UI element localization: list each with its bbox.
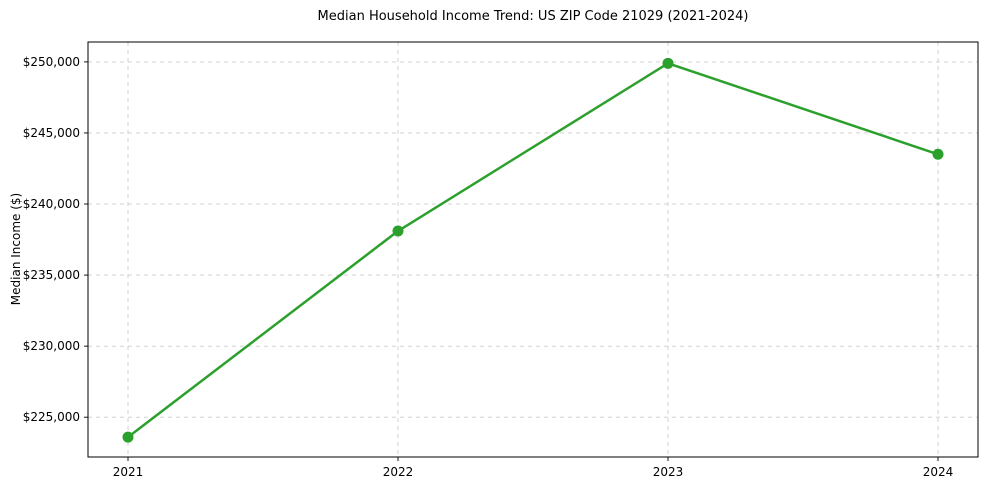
x-tick-label: 2022 <box>383 465 414 479</box>
data-point-marker <box>122 431 134 443</box>
plot-frame <box>87 41 979 458</box>
data-point-marker <box>662 57 674 69</box>
y-tick-label: $230,000 <box>23 339 80 353</box>
y-tick-label: $240,000 <box>23 197 80 211</box>
data-point-marker <box>392 225 404 237</box>
y-tick-label: $225,000 <box>23 410 80 424</box>
x-tick-label: 2024 <box>923 465 954 479</box>
data-point-marker <box>932 148 944 160</box>
income-trend-line <box>126 62 940 439</box>
y-tick-label: $235,000 <box>23 268 80 282</box>
y-tick-label: $250,000 <box>23 55 80 69</box>
x-tick-label: 2023 <box>653 465 684 479</box>
x-tick-label: 2021 <box>113 465 144 479</box>
chart-title: Median Household Income Trend: US ZIP Co… <box>317 9 749 24</box>
y-tick-label: $245,000 <box>23 126 80 140</box>
